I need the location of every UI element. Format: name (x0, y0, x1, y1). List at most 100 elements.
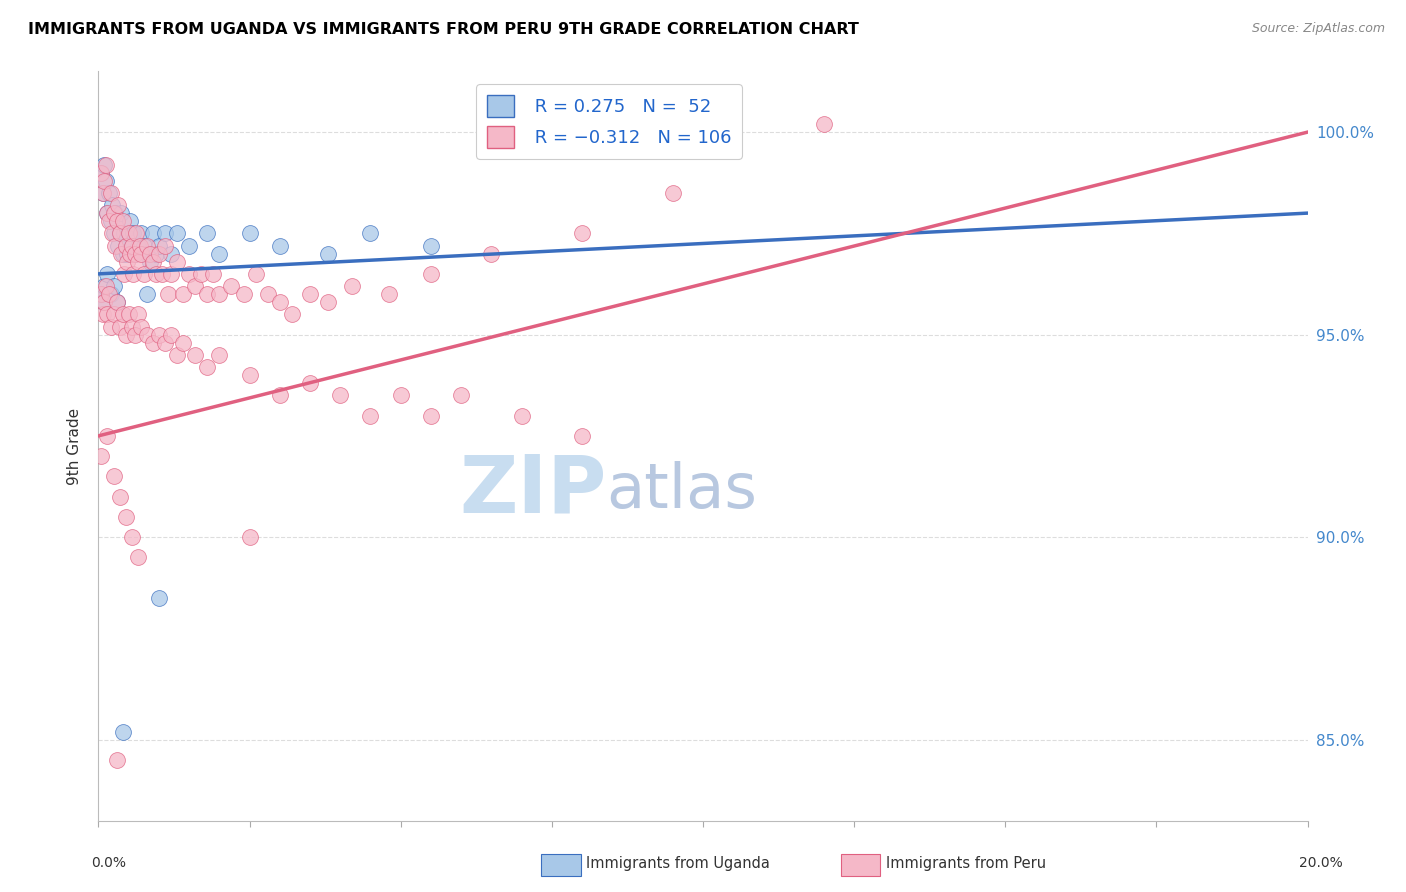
Point (172, 287, 194, 301)
Point (107, 198, 129, 212)
Point (118, 227, 141, 241)
Point (142, 227, 165, 241)
Point (91, 186, 114, 200)
Point (107, 238, 129, 252)
Legend:  R = 0.275   N =  52,  R = −0.312   N = 106: R = 0.275 N = 52, R = −0.312 N = 106 (477, 84, 742, 159)
Point (316, 246, 339, 260)
Point (105, 214, 128, 228)
Point (122, 227, 145, 241)
Point (299, 376, 322, 391)
Point (184, 279, 207, 293)
Point (208, 348, 231, 362)
Point (166, 227, 188, 241)
Point (104, 206, 127, 220)
Point (105, 214, 128, 228)
Point (111, 246, 134, 260)
Point (98, 186, 121, 200)
Point (329, 388, 352, 402)
Point (269, 238, 291, 252)
Point (135, 238, 157, 252)
Point (420, 238, 443, 252)
Point (108, 490, 131, 504)
Point (125, 227, 148, 241)
Point (129, 319, 152, 334)
Point (118, 214, 141, 228)
Point (281, 307, 304, 321)
Point (114, 238, 136, 252)
Point (121, 530, 143, 544)
Point (93, 174, 115, 188)
Point (269, 388, 291, 402)
Point (118, 307, 141, 321)
Point (118, 227, 141, 241)
Point (96, 206, 118, 220)
Point (96, 307, 118, 321)
Point (139, 254, 162, 268)
Point (117, 254, 139, 268)
Point (98, 287, 121, 301)
Point (239, 227, 262, 241)
Point (110, 206, 132, 220)
Point (150, 267, 173, 281)
Point (94, 174, 117, 188)
Point (571, 429, 593, 443)
Point (239, 368, 262, 383)
Point (100, 198, 122, 212)
Point (91, 307, 114, 321)
Point (90, 449, 112, 463)
Point (377, 287, 399, 301)
Point (148, 246, 170, 260)
Text: IMMIGRANTS FROM UGANDA VS IMMIGRANTS FROM PERU 9TH GRADE CORRELATION CHART: IMMIGRANTS FROM UGANDA VS IMMIGRANTS FRO… (28, 22, 859, 37)
Point (90, 166, 112, 180)
Point (91, 186, 114, 200)
Point (208, 246, 231, 260)
Point (661, 186, 683, 200)
Point (105, 753, 128, 767)
Text: Source: ZipAtlas.com: Source: ZipAtlas.com (1251, 22, 1385, 36)
Point (145, 246, 167, 260)
Point (156, 287, 179, 301)
Point (91, 295, 114, 310)
Text: 0.0%: 0.0% (91, 856, 127, 871)
Point (420, 409, 443, 423)
Point (103, 227, 125, 241)
Point (108, 227, 131, 241)
Point (160, 267, 183, 281)
Point (129, 227, 152, 241)
Point (160, 246, 183, 260)
Point (127, 307, 149, 321)
Point (389, 388, 412, 402)
Point (232, 287, 254, 301)
Point (108, 227, 131, 241)
Point (121, 319, 143, 334)
Point (90, 287, 112, 301)
Point (269, 295, 291, 310)
Point (129, 246, 152, 260)
Point (100, 287, 122, 301)
Point (342, 279, 364, 293)
Point (122, 267, 145, 281)
Point (360, 227, 382, 241)
Point (145, 267, 167, 281)
Point (93, 157, 115, 171)
Point (103, 206, 125, 220)
Point (105, 295, 128, 310)
Point (166, 254, 188, 268)
Point (124, 246, 146, 260)
Point (121, 238, 143, 252)
Point (195, 359, 218, 374)
Point (179, 238, 201, 252)
Point (98, 214, 121, 228)
Point (450, 388, 472, 402)
Point (153, 227, 176, 241)
Point (103, 307, 125, 321)
Point (94, 157, 117, 171)
Point (172, 335, 194, 350)
Point (93, 295, 115, 310)
Point (420, 267, 443, 281)
Point (360, 409, 382, 423)
Point (142, 335, 165, 350)
Point (208, 287, 231, 301)
Point (153, 238, 176, 252)
Y-axis label: 9th Grade: 9th Grade (67, 408, 83, 484)
